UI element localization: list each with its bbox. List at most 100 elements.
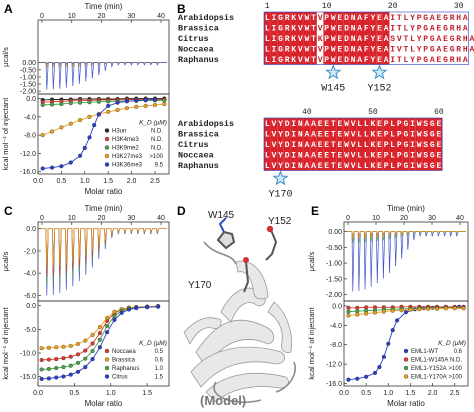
conserved-cell <box>310 149 317 160</box>
data-point-citrus <box>105 330 110 335</box>
conserved-cell <box>303 160 311 171</box>
conserved-cell <box>264 118 271 129</box>
residue: I <box>410 141 415 150</box>
conserved-cell <box>382 149 390 160</box>
loop-strands <box>203 241 296 404</box>
data-point-raphanus <box>54 366 59 371</box>
conserved-cell <box>277 33 284 44</box>
data-point-raphanus <box>39 367 44 372</box>
residue: T <box>397 25 402 34</box>
residue: E <box>436 25 441 34</box>
residue: I <box>291 141 296 150</box>
fit-curve-raphanus <box>41 306 159 370</box>
data-point-noccaea <box>97 331 102 336</box>
x-tick-label: 1.0 <box>106 390 116 397</box>
legend-kd: >100 <box>448 375 462 381</box>
residue: W <box>304 56 309 65</box>
conserved-cell <box>330 54 337 65</box>
conserved-cell <box>396 128 403 139</box>
data-point-eml1-wt <box>355 376 360 381</box>
conserved-cell <box>343 22 350 33</box>
data-point-h3k9me2 <box>40 102 45 108</box>
residue: G <box>403 120 408 129</box>
residue: P <box>417 25 422 34</box>
conserved-cell <box>409 128 416 139</box>
residue: I <box>410 120 415 129</box>
time-tick-label: 20 <box>98 13 106 20</box>
residue: E <box>318 141 323 150</box>
conserved-cell <box>435 149 443 160</box>
residue: G <box>423 56 428 65</box>
data-point-eml1-y170a <box>355 312 360 317</box>
residue: L <box>390 141 395 150</box>
residue: L <box>265 25 270 34</box>
conserved-cell <box>316 128 324 139</box>
bottom-y-tick-label: -4.0 <box>24 114 36 121</box>
conserved-cell <box>303 128 311 139</box>
raw-heat-frame <box>343 221 469 302</box>
bottom-y-tick-label: -16.0 <box>20 169 36 176</box>
conserved-cell <box>264 160 271 171</box>
residue: L <box>390 152 395 161</box>
conserved-cell <box>270 128 278 139</box>
conserved-cell <box>382 33 390 44</box>
residue: P <box>384 141 389 150</box>
conserved-cell <box>376 43 383 54</box>
fit-curve-brassica <box>41 305 159 349</box>
conserved-cell <box>264 149 271 160</box>
data-point-eml1-y170a <box>346 313 351 318</box>
conserved-cell <box>369 43 377 54</box>
conserved-cell <box>356 139 363 150</box>
conserved-cell <box>303 12 311 23</box>
residue: L <box>265 162 270 171</box>
residue-star-label: Y152 <box>367 84 391 95</box>
conserved-cell <box>376 22 383 33</box>
time-tick-label: 0 <box>346 215 350 222</box>
legend-marker <box>403 357 409 362</box>
conserved-cell <box>363 22 370 33</box>
residue: W <box>417 131 422 140</box>
data-point-citrus <box>156 304 161 309</box>
time-axis-label: Time (min) <box>387 204 425 213</box>
residue: L <box>364 131 369 140</box>
top-y-tick-label: -6.0 <box>24 293 36 300</box>
data-point-eml1-y170a <box>408 307 413 312</box>
residue: N <box>298 120 303 129</box>
data-point-h3k27me3 <box>143 103 148 108</box>
data-point-raphanus <box>83 356 88 361</box>
legend-name: EML1-Y170A <box>411 375 447 381</box>
alignment-position-number: 30 <box>454 2 464 11</box>
residue: G <box>403 131 408 140</box>
data-point-brassica <box>75 341 81 347</box>
residue: L <box>390 162 395 171</box>
data-point-h3k27me3 <box>49 129 55 134</box>
residue: P <box>397 120 402 129</box>
data-point-h3k27me3 <box>115 107 120 113</box>
conserved-cell <box>349 54 357 65</box>
residue: V <box>271 120 276 129</box>
residue: E <box>377 120 382 129</box>
time-tick-label: 30 <box>127 215 135 222</box>
data-point-eml1-wt <box>403 310 409 315</box>
residue: V <box>298 25 303 34</box>
data-point-eml1-y170a <box>417 307 422 312</box>
bottom-y-axis-label: kcal mol⁻¹ of injectant <box>307 306 316 379</box>
conserved-cell <box>336 43 344 54</box>
conserved-cell <box>323 43 330 54</box>
conserved-cell <box>264 54 271 65</box>
conserved-cell <box>435 128 443 139</box>
residue: T <box>311 56 316 65</box>
residue: V <box>298 35 303 44</box>
conserved-cell <box>369 139 377 150</box>
data-point-citrus <box>54 375 59 380</box>
conserved-cell <box>415 160 423 171</box>
residue: A <box>311 120 316 129</box>
data-point-eml1-wt <box>364 374 369 379</box>
raw-heat-trace <box>41 228 167 277</box>
conserved-cell <box>270 160 278 171</box>
legend-header: K_D (μM) <box>438 340 466 347</box>
conserved-cell <box>264 128 271 139</box>
residue: S <box>423 152 428 161</box>
residue: K <box>291 46 296 55</box>
residue: D <box>344 25 349 34</box>
